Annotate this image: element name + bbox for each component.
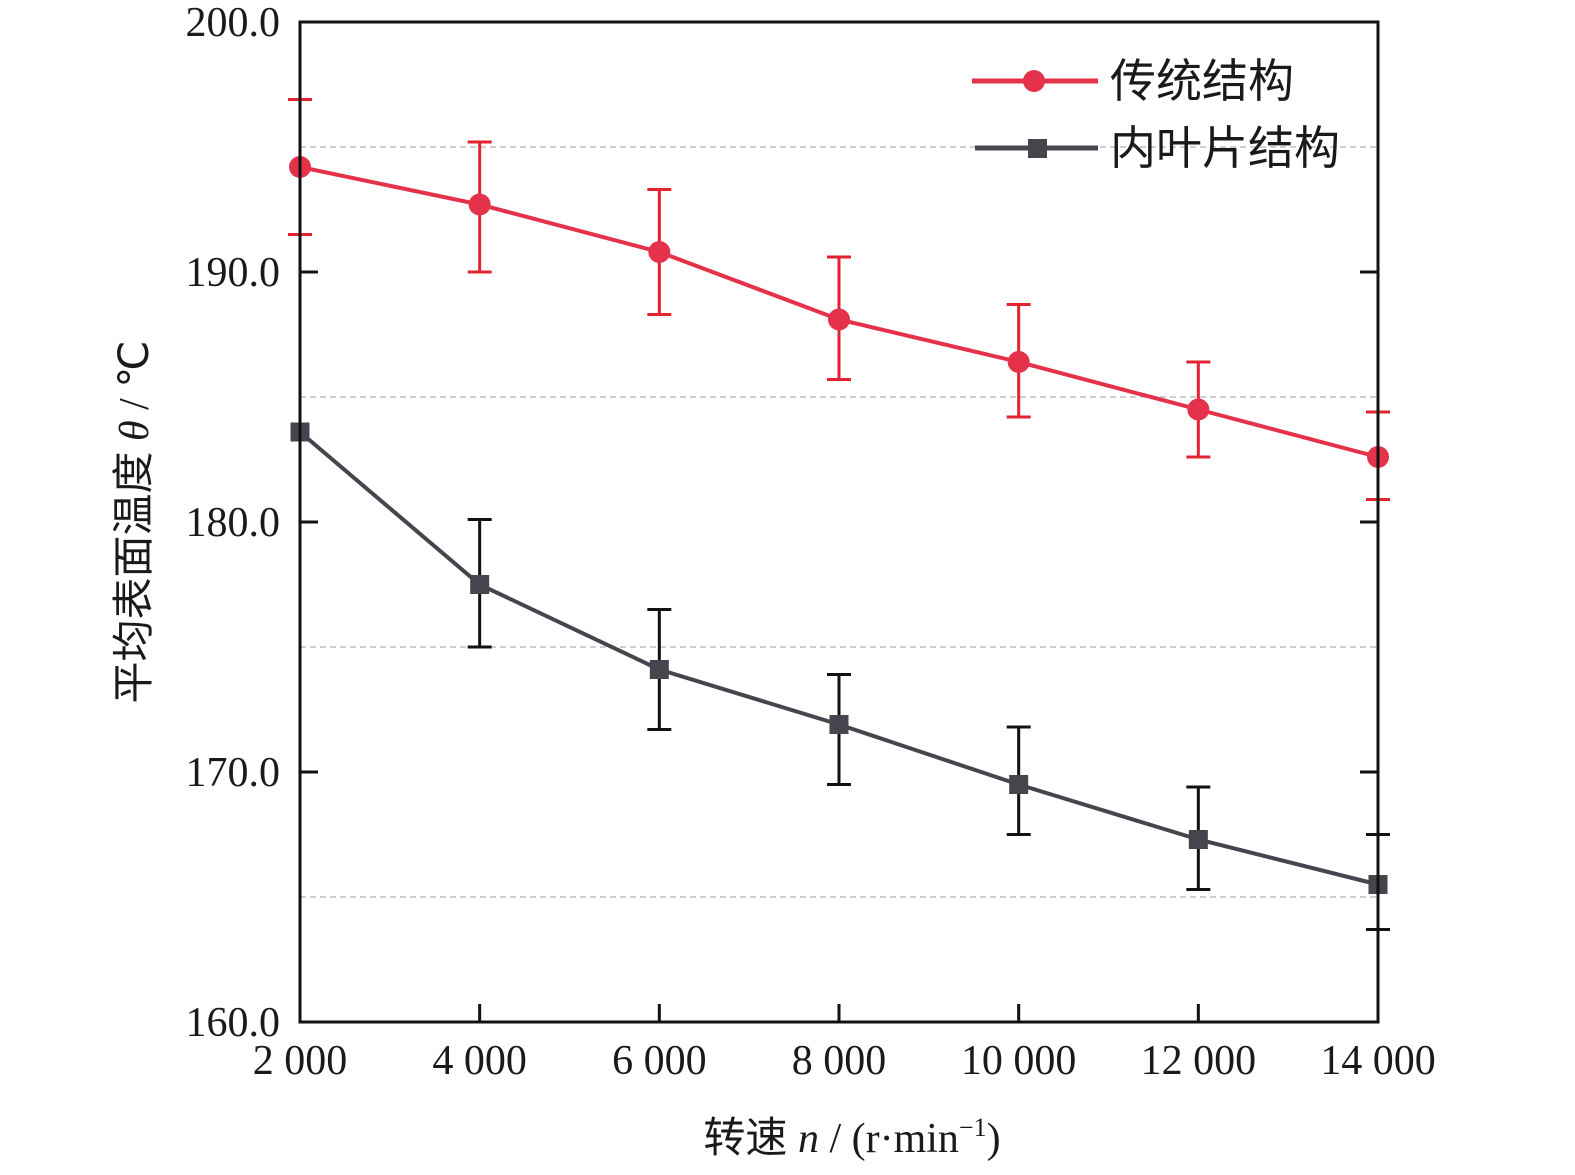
- x-axis-title-sup: −1: [959, 1113, 987, 1142]
- series-layer: [288, 98, 1390, 931]
- x-tick-label: 6 000: [612, 1038, 707, 1084]
- x-tick-label: 4 000: [432, 1038, 527, 1084]
- legend-item-traditional: 传统结构: [972, 56, 1294, 107]
- y-tick-label: 190.0: [186, 250, 281, 296]
- y-axis-title-suffix: / ℃: [112, 341, 158, 421]
- x-axis-title: 转速 n / (r·min−1): [703, 1113, 1000, 1162]
- data-point-square: [649, 660, 669, 679]
- y-tick-labels: 160.0 170.0 180.0 190.0 200.0: [186, 0, 281, 1046]
- data-point-circle: [468, 193, 491, 216]
- x-axis-title-unit: / (r·min: [819, 1116, 959, 1162]
- x-axis-title-var: n: [798, 1116, 819, 1162]
- series-line: [298, 430, 1379, 887]
- x-tick-label: 10 000: [961, 1038, 1077, 1084]
- data-point-square: [1009, 775, 1029, 794]
- legend: 传统结构 内叶片结构: [972, 56, 1340, 174]
- data-point-square: [1188, 830, 1208, 849]
- axis-ticks: [298, 20, 1380, 1024]
- legend-label-inner-blade: 内叶片结构: [1110, 123, 1340, 174]
- data-point-circle: [1187, 398, 1210, 421]
- legend-item-inner-blade: 内叶片结构: [975, 123, 1340, 174]
- y-tick-label: 200.0: [186, 0, 281, 46]
- legend-marker-square: [1028, 139, 1047, 158]
- x-tick-label: 2 000: [253, 1038, 348, 1084]
- x-axis-title-suffix: ): [987, 1116, 1001, 1162]
- y-tick-label: 170.0: [186, 750, 281, 796]
- x-tick-labels: 2 000 4 000 6 000 8 000 10 000 12 000 14 000: [253, 1038, 1436, 1084]
- data-point-circle: [648, 241, 671, 263]
- x-tick-label: 14 000: [1320, 1038, 1436, 1084]
- x-axis-title-prefix: 转速: [703, 1116, 798, 1162]
- data-point-circle: [1007, 351, 1030, 373]
- series-traditional: [288, 98, 1390, 501]
- x-tick-label: 12 000: [1141, 1038, 1257, 1084]
- y-tick-label: 180.0: [186, 500, 281, 546]
- y-axis-title: 平均表面温度 θ / ℃: [112, 341, 158, 704]
- data-point-square: [470, 575, 490, 594]
- y-tick-label: 160.0: [186, 1000, 281, 1046]
- y-axis-title-prefix: 平均表面温度: [112, 441, 158, 704]
- legend-marker-circle: [1023, 70, 1045, 92]
- data-point-square: [829, 715, 849, 734]
- x-tick-label: 8 000: [792, 1038, 887, 1084]
- series-inner-blade: [290, 422, 1390, 931]
- y-axis-title-var: θ: [112, 420, 158, 441]
- legend-label-traditional: 传统结构: [1110, 56, 1294, 107]
- data-point-circle: [828, 308, 850, 331]
